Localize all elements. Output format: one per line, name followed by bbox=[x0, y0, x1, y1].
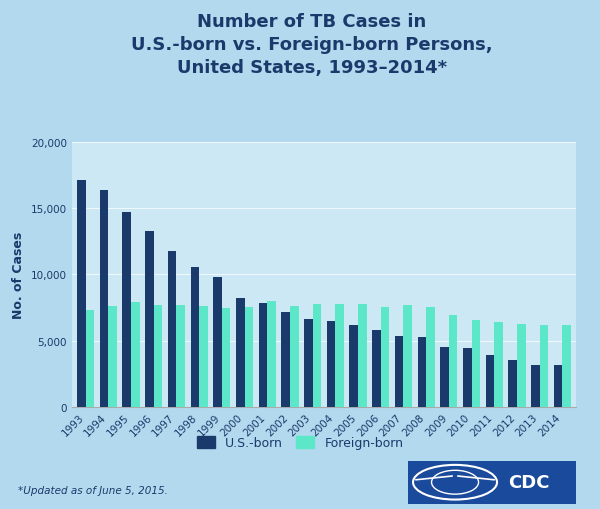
Bar bbox=[281, 312, 290, 407]
Bar bbox=[554, 365, 562, 407]
Bar bbox=[313, 304, 321, 407]
Bar bbox=[304, 320, 313, 407]
Bar bbox=[381, 307, 389, 407]
Wedge shape bbox=[0, 129, 600, 509]
Bar bbox=[426, 307, 435, 407]
Wedge shape bbox=[0, 129, 600, 383]
Bar bbox=[213, 278, 222, 407]
Legend: U.S.-born, Foreign-born: U.S.-born, Foreign-born bbox=[191, 432, 409, 455]
Text: *Updated as of June 5, 2015.: *Updated as of June 5, 2015. bbox=[18, 485, 168, 495]
Bar bbox=[508, 360, 517, 407]
Bar bbox=[100, 190, 109, 407]
Wedge shape bbox=[0, 129, 600, 509]
Bar bbox=[440, 348, 449, 407]
Wedge shape bbox=[0, 129, 600, 434]
Bar bbox=[485, 356, 494, 407]
Wedge shape bbox=[177, 129, 600, 509]
Bar bbox=[463, 348, 472, 407]
Bar bbox=[349, 325, 358, 407]
Bar bbox=[122, 212, 131, 407]
Bar bbox=[176, 305, 185, 407]
Bar bbox=[77, 180, 86, 407]
Bar bbox=[191, 268, 199, 407]
Bar bbox=[358, 304, 367, 407]
Bar bbox=[109, 306, 117, 407]
Bar bbox=[539, 325, 548, 407]
Bar bbox=[86, 311, 94, 407]
Bar bbox=[335, 304, 344, 407]
Bar bbox=[199, 307, 208, 407]
Wedge shape bbox=[0, 129, 600, 509]
Bar bbox=[154, 306, 163, 407]
Bar bbox=[418, 338, 426, 407]
Bar bbox=[531, 365, 539, 407]
Bar bbox=[372, 330, 381, 407]
Bar bbox=[222, 309, 230, 407]
Bar bbox=[290, 307, 299, 407]
Wedge shape bbox=[385, 129, 600, 509]
Bar bbox=[449, 315, 457, 407]
FancyArrowPatch shape bbox=[416, 476, 452, 480]
Bar bbox=[145, 232, 154, 407]
Wedge shape bbox=[0, 129, 600, 331]
Wedge shape bbox=[280, 129, 600, 509]
Bar bbox=[267, 301, 276, 407]
Wedge shape bbox=[0, 129, 600, 276]
Text: CDC: CDC bbox=[508, 473, 550, 491]
Bar bbox=[403, 305, 412, 407]
Bar bbox=[494, 322, 503, 407]
Bar bbox=[472, 320, 480, 407]
Bar bbox=[245, 307, 253, 407]
Bar bbox=[395, 336, 403, 407]
Bar bbox=[131, 302, 140, 407]
Bar bbox=[259, 303, 267, 407]
Wedge shape bbox=[0, 129, 600, 509]
Bar bbox=[236, 298, 245, 407]
FancyArrowPatch shape bbox=[458, 476, 494, 480]
Wedge shape bbox=[0, 129, 600, 220]
Text: Number of TB Cases in
U.S.-born vs. Foreign-born Persons,
United States, 1993–20: Number of TB Cases in U.S.-born vs. Fore… bbox=[131, 13, 493, 76]
Bar bbox=[517, 324, 526, 407]
Wedge shape bbox=[0, 129, 600, 480]
Y-axis label: No. of Cases: No. of Cases bbox=[13, 231, 25, 319]
Wedge shape bbox=[79, 129, 600, 509]
Bar bbox=[562, 325, 571, 407]
Bar bbox=[168, 252, 176, 407]
Wedge shape bbox=[493, 129, 600, 509]
Bar bbox=[327, 321, 335, 407]
Wedge shape bbox=[0, 129, 600, 163]
